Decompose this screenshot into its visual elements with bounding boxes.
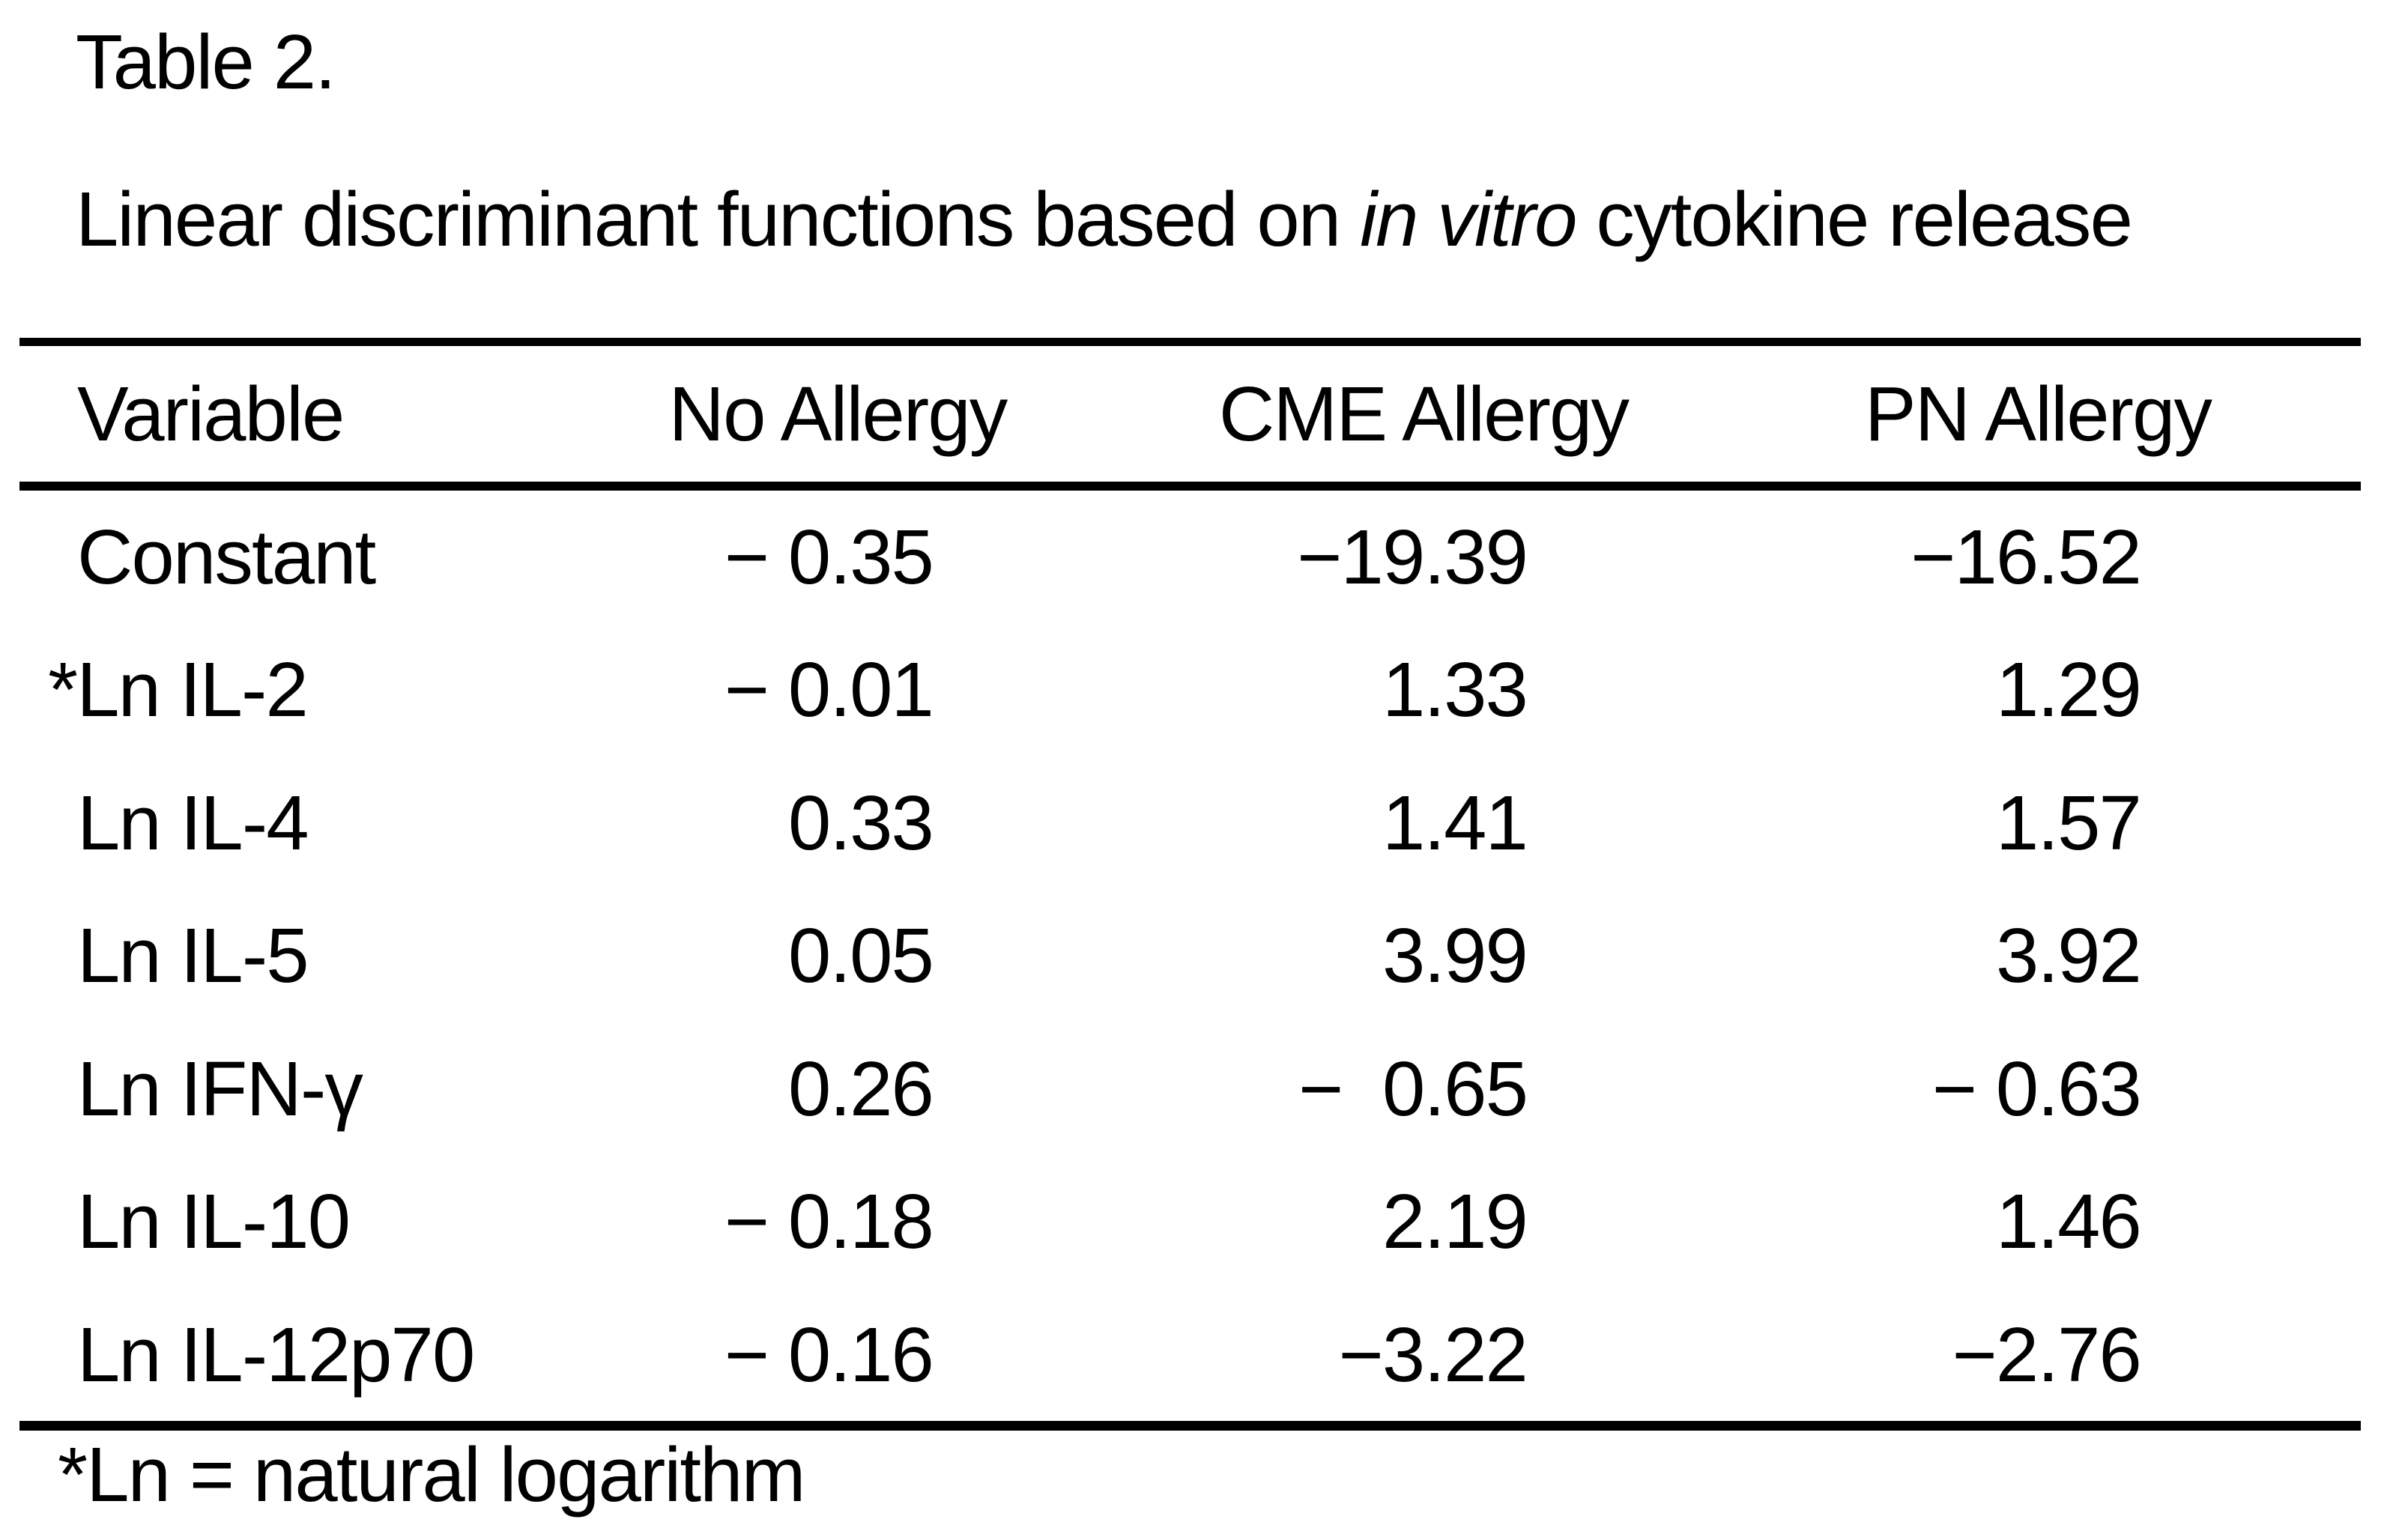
column-header-no-allergy: No Allergy [668,371,1008,457]
table-header-rule [19,482,2361,491]
table-bottom-rule [19,1421,2361,1431]
table-top-rule [19,338,2361,346]
row-label: Constant [77,514,376,600]
cell-no-allergy: 0.33 [787,780,934,866]
cell-cme-allergy: −3.22 [1338,1312,1528,1398]
cell-no-allergy: 0.26 [787,1046,934,1132]
column-header-cme-allergy: CME Allergy [1218,371,1630,457]
subtitle-suffix: cytokine release [1576,176,2132,262]
cell-pn-allergy: 1.29 [1995,646,2142,733]
cell-pn-allergy: −2.76 [1952,1312,2142,1398]
table-header-row: Variable No Allergy CME Allergy PN Aller… [0,346,2390,482]
table-row: Ln IFN-γ 0.26 − 0.65 − 0.63 [0,1022,2390,1155]
column-header-variable: Variable [77,371,345,457]
row-label: *Ln IL-2 [48,646,309,733]
cell-pn-allergy: 3.92 [1995,912,2142,998]
cell-cme-allergy: 1.33 [1382,646,1528,733]
cell-no-allergy: − 0.35 [724,514,934,600]
cell-cme-allergy: − 0.65 [1298,1046,1528,1132]
table-row: Ln IL-12p70 − 0.16 −3.22 −2.76 [0,1288,2390,1421]
cell-pn-allergy: 1.57 [1995,780,2142,866]
subtitle-prefix: Linear discriminant functions based on [76,176,1361,262]
cell-cme-allergy: 1.41 [1382,780,1528,866]
cell-no-allergy: 0.05 [787,912,934,998]
cell-pn-allergy: −16.52 [1911,514,2142,600]
cell-pn-allergy: − 0.63 [1931,1046,2142,1132]
row-label: Ln IL-4 [77,780,309,866]
table-row: Ln IL-4 0.33 1.41 1.57 [0,757,2390,889]
cell-no-allergy: − 0.18 [724,1178,934,1264]
table-row: Ln IL-5 0.05 3.99 3.92 [0,889,2390,1022]
table-body: Constant − 0.35 −19.39 −16.52 *Ln IL-2 − 0.01… [0,491,2390,1421]
cell-cme-allergy: 3.99 [1382,912,1528,998]
table-row: Ln IL-10 − 0.18 2.19 1.46 [0,1155,2390,1288]
row-label: Ln IL-10 [77,1178,351,1264]
cell-no-allergy: − 0.01 [724,646,934,733]
table-caption-text: Linear discriminant functions based on i… [76,176,2133,262]
cell-cme-allergy: 2.19 [1382,1178,1528,1264]
cell-pn-allergy: 1.46 [1995,1178,2142,1264]
subtitle-italic-phrase: in vitro [1360,176,1577,262]
table-footnote: *Ln = natural logarithm [58,1431,805,1518]
row-label: Ln IL-5 [77,912,309,998]
table-row: *Ln IL-2 − 0.01 1.33 1.29 [0,623,2390,756]
row-label: Ln IFN-γ [77,1046,363,1132]
table-caption-number: Table 2. [76,19,336,105]
row-label: Ln IL-12p70 [77,1312,475,1398]
table-row: Constant − 0.35 −19.39 −16.52 [0,491,2390,623]
cell-no-allergy: − 0.16 [724,1312,934,1398]
cell-cme-allergy: −19.39 [1297,514,1528,600]
column-header-pn-allergy: PN Allergy [1864,371,2212,457]
